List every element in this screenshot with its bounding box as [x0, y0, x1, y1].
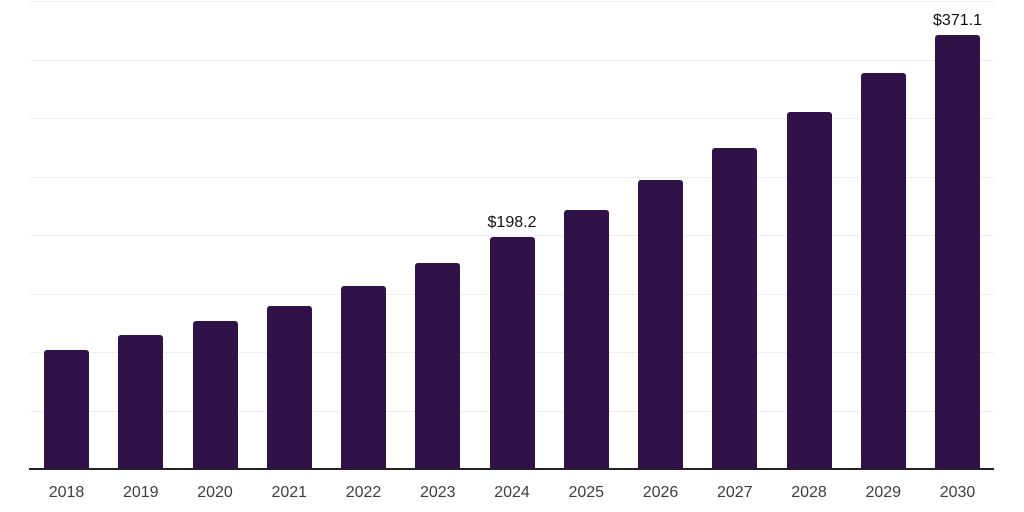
gridline: [30, 176, 994, 178]
x-axis-line: [29, 468, 994, 470]
x-tick-2024: 2024: [494, 484, 530, 501]
bar-2027: [712, 147, 758, 469]
gridline: [30, 235, 994, 236]
bar-2022: [341, 285, 386, 469]
x-tick-2026: 2026: [642, 484, 679, 501]
bar-2026: [638, 179, 683, 469]
x-tick-2021: 2021: [271, 484, 308, 501]
x-tick-2019: 2019: [122, 484, 159, 501]
x-tick-2029: 2029: [865, 484, 902, 501]
x-tick-2018: 2018: [48, 484, 85, 501]
value-label-2030: $371.1: [933, 11, 982, 29]
bar-2030: [935, 34, 980, 469]
bar-2023: [415, 262, 461, 469]
gridline: [30, 1, 994, 2]
plot-area: $198.2 $371.1: [29, 1, 994, 470]
x-tick-2028: 2028: [791, 484, 827, 501]
bar-2020: [192, 320, 238, 469]
bar-2028: [786, 111, 832, 469]
bar-2024: [489, 237, 535, 469]
gridline: [30, 118, 994, 119]
bar-2018: [44, 349, 89, 469]
bar-2021: [266, 305, 312, 469]
gridline: [30, 59, 994, 61]
bar-2029: [860, 72, 906, 469]
bar-2019: [118, 334, 164, 469]
x-tick-2020: 2020: [197, 484, 233, 501]
x-tick-2025: 2025: [568, 484, 605, 501]
x-tick-2023: 2023: [419, 484, 456, 501]
x-tick-2030: 2030: [939, 484, 976, 501]
value-label-2024: $198.2: [487, 214, 537, 232]
bar-2025: [563, 209, 609, 469]
x-tick-2022: 2022: [345, 484, 382, 501]
x-tick-2027: 2027: [716, 484, 753, 501]
